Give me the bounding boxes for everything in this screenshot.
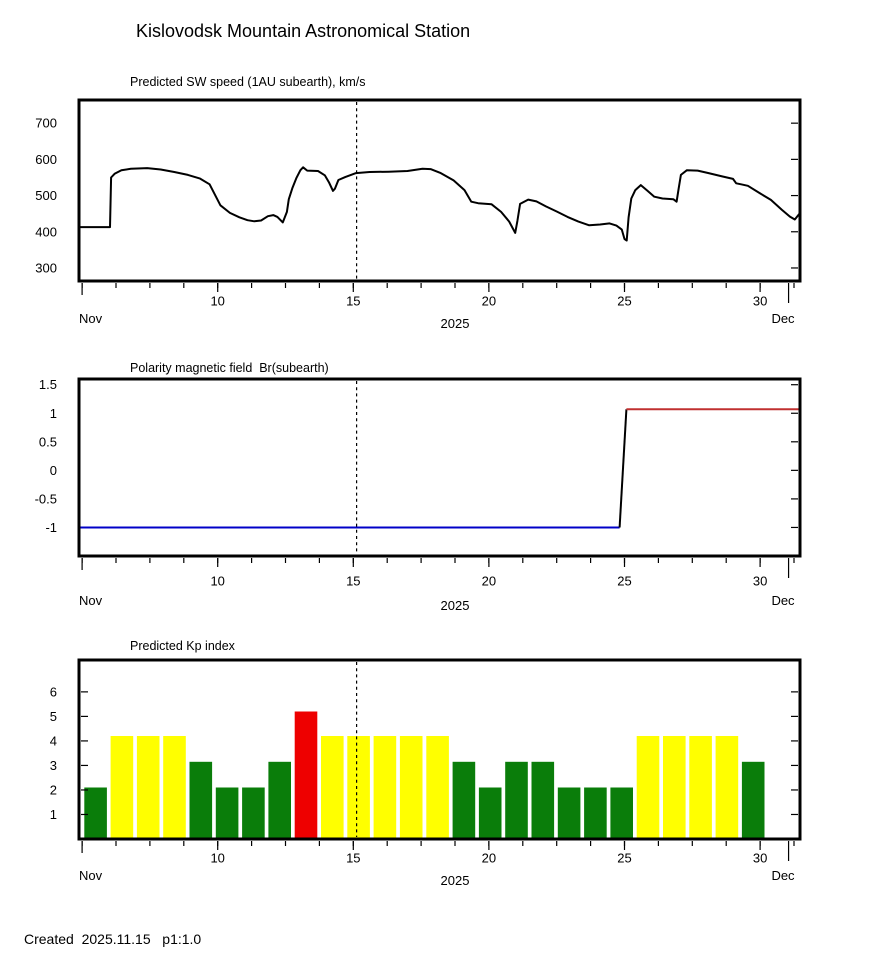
sw-speed-x-tick-label: 10 — [210, 294, 224, 309]
polarity-y-tick-label: 1 — [50, 406, 57, 421]
kp-bar-nov-23 — [557, 787, 581, 838]
sw-speed-frame — [77, 98, 802, 283]
sw-speed-y-tick-label: 500 — [35, 188, 57, 203]
kp-chart-title: Predicted Kp index — [130, 639, 235, 653]
kp-bar-nov-8 — [163, 736, 186, 838]
kp-bar-nov-22 — [531, 761, 555, 838]
polarity-y-tick-labels: 1.5 1 0.5 0 -0.5 -1 — [35, 377, 57, 535]
kp-bar-nov-29 — [715, 736, 739, 838]
polarity-y-tick-label: 0 — [50, 463, 57, 478]
kp-bar-nov-25 — [610, 787, 633, 838]
sw-speed-x-axis-ticks — [81, 283, 795, 303]
kp-bar-nov-21 — [505, 761, 528, 838]
polarity-x-axis-ticks — [81, 558, 795, 578]
polarity-y-tick-label: -1 — [45, 520, 57, 535]
polarity-y-tick-label: -0.5 — [35, 491, 57, 506]
kp-y-tick-label: 3 — [50, 758, 57, 773]
kp-x-tick-label: 25 — [617, 851, 631, 866]
kp-y-tick-label: 2 — [50, 783, 57, 798]
sw-speed-x-tick-label: 30 — [753, 294, 767, 309]
polarity-y-tick-label: 0.5 — [39, 434, 57, 449]
kp-bar-nov-11 — [242, 787, 265, 838]
kp-bar-nov-19 — [452, 761, 476, 838]
kp-bar-nov-15 — [347, 736, 370, 838]
kp-bar-nov-20 — [478, 787, 502, 838]
kp-bar-nov-9 — [189, 761, 213, 838]
sw-speed-y-tick-label: 600 — [35, 152, 57, 167]
kp-y-tick-label: 5 — [50, 709, 57, 724]
kp-bar-nov-14 — [321, 736, 344, 838]
polarity-y-axis-ticks — [791, 384, 798, 529]
kp-bar-nov-18 — [426, 736, 449, 838]
sw-speed-plot-area — [78, 166, 801, 242]
kp-bar-nov-27 — [663, 736, 686, 838]
kp-bar-nov-16 — [373, 736, 397, 838]
kp-bar-nov-26 — [636, 736, 660, 838]
polarity-x-tick-label: 30 — [753, 574, 767, 589]
kp-month-end-label: Dec — [771, 868, 795, 883]
sw-speed-month-end-label: Dec — [771, 311, 795, 326]
polarity-chart-title: Polarity magnetic field Br(subearth) — [130, 361, 329, 375]
kp-y-tick-label: 6 — [50, 684, 57, 699]
sw-speed-x-tick-label: 20 — [482, 294, 496, 309]
kp-y-axis-ticks — [81, 691, 798, 816]
kp-plot-area — [84, 711, 765, 838]
sw-speed-y-tick-label: 300 — [35, 261, 57, 276]
polarity-month-start-label: Nov — [79, 593, 103, 608]
sw-speed-y-tick-label: 400 — [35, 224, 57, 239]
polarity-year-label: 2025 — [441, 598, 470, 613]
polarity-x-tick-label: 10 — [210, 574, 224, 589]
sw-speed-chart-title: Predicted SW speed (1AU subearth), km/s — [130, 75, 366, 89]
sw-speed-year-label: 2025 — [441, 316, 470, 331]
sw-speed-x-tick-label: 25 — [617, 294, 631, 309]
kp-bar-nov-6 — [110, 736, 134, 838]
kp-x-tick-label: 30 — [753, 851, 767, 866]
kp-bar-nov-5 — [84, 787, 107, 838]
kp-y-tick-labels: 6 5 4 3 2 1 — [50, 684, 57, 822]
predicted-sw-speed-line — [78, 166, 801, 242]
sw-speed-y-tick-labels: 700 600 500 400 300 — [35, 116, 57, 276]
polarity-x-tick-label: 20 — [482, 574, 496, 589]
page-title: Kislovodsk Mountain Astronomical Station — [136, 21, 471, 41]
polarity-x-tick-label: 15 — [346, 574, 360, 589]
kp-bar-nov-17 — [399, 736, 423, 838]
kp-x-tick-label: 10 — [210, 851, 224, 866]
kp-bar-nov-13 — [294, 711, 318, 838]
kp-frame — [77, 658, 802, 841]
kp-x-axis-ticks — [81, 841, 795, 861]
kp-year-label: 2025 — [441, 873, 470, 888]
polarity-y-tick-label: 1.5 — [39, 377, 57, 392]
kp-bar-nov-24 — [584, 787, 607, 838]
sw-speed-y-axis-ticks — [791, 122, 798, 269]
kp-x-tick-label: 20 — [482, 851, 496, 866]
sw-speed-month-start-label: Nov — [79, 311, 103, 326]
kp-month-start-label: Nov — [79, 868, 103, 883]
creation-info: Created 2025.11.15 p1:1.0 — [24, 931, 202, 947]
sw-speed-x-tick-label: 15 — [346, 294, 360, 309]
polarity-frame — [77, 377, 802, 558]
kp-y-tick-label: 4 — [50, 733, 57, 748]
polarity-transition-line — [618, 409, 628, 528]
sw-speed-y-tick-label: 700 — [35, 116, 57, 131]
kp-y-tick-label: 1 — [50, 807, 57, 822]
kp-bar-nov-30 — [741, 761, 765, 838]
polarity-x-tick-label: 25 — [617, 574, 631, 589]
polarity-plot-area — [79, 408, 801, 529]
kp-x-tick-label: 15 — [346, 851, 360, 866]
kp-bar-nov-10 — [215, 787, 239, 838]
polarity-month-end-label: Dec — [771, 593, 795, 608]
kp-bar-nov-12 — [268, 761, 291, 838]
kp-bar-nov-28 — [689, 736, 712, 838]
kp-bar-nov-7 — [136, 736, 160, 838]
